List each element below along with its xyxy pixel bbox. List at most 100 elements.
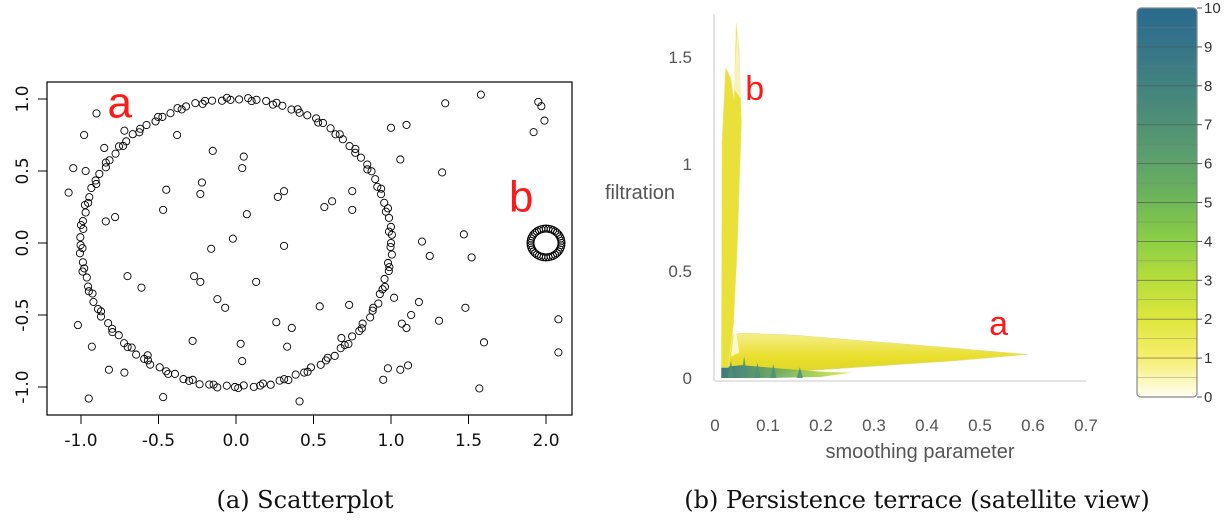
scatter-point (330, 351, 339, 360)
scatter-point (244, 94, 253, 103)
scatter-point (384, 227, 394, 236)
scatter-point (146, 360, 155, 369)
scatter-point (73, 321, 82, 330)
scatter-annotation-b: b (509, 172, 533, 221)
scatter-point (540, 116, 549, 125)
scatter-point (367, 167, 376, 176)
scatter-point (114, 331, 123, 340)
scatter-point (316, 360, 325, 369)
scatter-y-tick-label: -1.0 (13, 370, 33, 403)
scatter-point (284, 375, 293, 385)
scatter-point (373, 182, 382, 191)
scatter-annotation-a: a (108, 79, 133, 128)
scatter-point (386, 123, 396, 132)
scatter-point (379, 375, 388, 384)
scatter-point (173, 104, 182, 113)
scatter-point (91, 176, 100, 185)
scatter-point (280, 375, 289, 384)
scatter-point (380, 198, 389, 207)
scatter-point (306, 363, 315, 372)
scatter-point (383, 258, 393, 268)
scatter-point (154, 112, 163, 121)
scatter-point (461, 303, 470, 312)
scatter-point (537, 102, 546, 111)
scatter-point (402, 323, 411, 333)
scatter-point (355, 326, 364, 336)
scatter-point (101, 158, 110, 167)
scatter-point (100, 143, 109, 153)
scatter-x-tick-label: 1.5 (455, 431, 482, 451)
colorbar-tick-label: 10 (1204, 0, 1221, 17)
scatter-point (159, 393, 168, 402)
scatter-point (368, 306, 377, 315)
scatter-point (164, 369, 173, 378)
scatter-point (89, 297, 98, 306)
scatterplot-panel: -1.0 -0.5 0.0 0.5 1.0 1.5 2.0 -1.0 -0.5 0.0 0.5 1.… (13, 79, 573, 514)
scatter-point (123, 272, 132, 281)
scatter-point (293, 105, 302, 114)
scatter-point (321, 356, 331, 365)
scatter-point (76, 221, 86, 230)
scatter-point (222, 93, 231, 102)
scatter-point (195, 380, 204, 389)
scatter-point (207, 244, 216, 253)
scatter-point (303, 111, 312, 120)
scatter-point (534, 97, 543, 106)
scatter-point (371, 175, 380, 184)
scatter-point (377, 190, 386, 199)
scatter-point (64, 188, 73, 197)
scatter-point (234, 384, 243, 393)
scatter-point (279, 187, 289, 196)
scatter-point (344, 339, 353, 349)
scatter-point (84, 394, 93, 403)
scatter-point (356, 153, 366, 162)
scatter-point (396, 365, 405, 374)
scatter-point (252, 277, 261, 286)
scatter-point (101, 163, 110, 172)
terrace-spike (754, 363, 761, 378)
terrace-y-ticks: 0 0.5 1 1.5 (668, 48, 692, 388)
scatter-point (87, 183, 96, 193)
scatter-point (81, 166, 90, 176)
scatter-point (128, 130, 137, 139)
colorbar-tick-label: 8 (1204, 78, 1212, 95)
scatter-point (315, 302, 324, 311)
scatter-point (79, 224, 88, 233)
scatter-point (363, 160, 372, 169)
scatter-point (272, 98, 281, 107)
scatter-point (221, 303, 230, 312)
scatter-point (132, 350, 141, 359)
scatter-point (159, 205, 168, 214)
scatter-point (142, 120, 151, 130)
scatter-point (390, 293, 399, 302)
scatter-point (162, 185, 171, 194)
scatter-point (434, 316, 444, 325)
scatter-point (386, 238, 396, 248)
scatter-point (78, 267, 87, 276)
scatter-point (441, 99, 450, 108)
scatter-point (179, 375, 188, 384)
scatter-y-tick-label: 1.0 (13, 85, 33, 112)
scatter-point (323, 353, 332, 362)
scatter-x-tick-label: 0.5 (300, 431, 327, 451)
colorbar-tick-label: 4 (1204, 233, 1212, 250)
scatter-point (239, 381, 248, 390)
scatter-point (208, 146, 217, 155)
scatter-point (249, 382, 258, 391)
terrace-x-tick-label: 0.3 (862, 416, 886, 435)
scatter-point (526, 236, 535, 245)
terrace-x-tick-label: 0 (710, 416, 719, 435)
scatter-point (407, 310, 416, 320)
scatter-point (335, 130, 344, 139)
scatter-point (136, 124, 145, 133)
terrace-region-b-highlight (734, 27, 742, 100)
terrace-x-tick-label: 0.6 (1021, 416, 1045, 435)
terrace-annotations: ab (745, 70, 1008, 343)
scatter-y-ticks: -1.0 -0.5 0.0 0.5 1.0 (13, 85, 47, 404)
scatter-point (479, 338, 489, 347)
scatter-point (104, 319, 113, 328)
scatter-point (92, 109, 101, 118)
scatter-point (196, 277, 205, 286)
scatter-point (127, 343, 136, 352)
scatter-point (120, 126, 129, 135)
